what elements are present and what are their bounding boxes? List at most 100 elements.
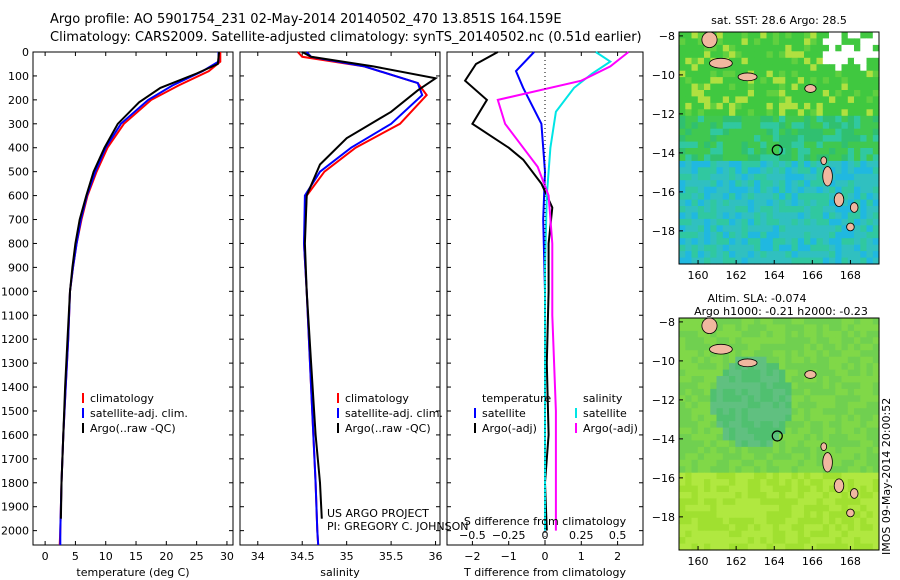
map-cell bbox=[872, 434, 880, 441]
map-cell bbox=[866, 453, 874, 461]
map-cell bbox=[679, 180, 686, 188]
map-cell bbox=[866, 414, 874, 422]
map-cell bbox=[779, 401, 786, 409]
map-cell bbox=[716, 135, 724, 143]
map-cell bbox=[704, 350, 711, 358]
map-cell bbox=[710, 251, 718, 259]
map-cell bbox=[754, 218, 761, 226]
map-cell bbox=[729, 472, 736, 480]
map-cell bbox=[691, 83, 699, 91]
map-cell bbox=[716, 154, 724, 162]
map-cell bbox=[697, 408, 705, 416]
series-line bbox=[301, 51, 439, 519]
credit-project: US ARGO PROJECT bbox=[327, 507, 429, 520]
map-cell bbox=[810, 135, 818, 143]
legend-item: satellite-adj. clim. bbox=[345, 407, 443, 420]
map-cell bbox=[797, 408, 805, 416]
map-cell bbox=[835, 44, 843, 52]
map-cell bbox=[860, 70, 868, 78]
map-cell bbox=[729, 167, 736, 175]
map-cell bbox=[841, 109, 849, 117]
map-cell bbox=[722, 257, 730, 265]
map-cell bbox=[797, 44, 805, 52]
x-tick-label: 2 bbox=[614, 550, 621, 563]
map-cell bbox=[710, 193, 718, 201]
map-cell bbox=[760, 167, 768, 175]
map-cell bbox=[847, 414, 855, 422]
map-cell bbox=[797, 128, 805, 136]
map-cell bbox=[729, 115, 736, 123]
map-cell bbox=[754, 173, 761, 181]
map-cell bbox=[691, 453, 699, 461]
map-cell bbox=[697, 77, 705, 85]
map-cell bbox=[704, 459, 711, 467]
map-cell bbox=[804, 440, 811, 448]
map-cell bbox=[766, 434, 774, 441]
map-cell bbox=[785, 466, 793, 474]
map-cell bbox=[866, 446, 874, 454]
map-cell bbox=[760, 543, 768, 551]
map-cell bbox=[841, 64, 849, 72]
map-cell bbox=[679, 148, 686, 155]
map-cell bbox=[791, 64, 799, 72]
map-cell bbox=[816, 225, 824, 233]
map-cell bbox=[722, 154, 730, 162]
map-cell bbox=[747, 173, 755, 181]
map-cell bbox=[847, 193, 855, 201]
map-cell bbox=[835, 395, 843, 403]
map-cell bbox=[785, 51, 793, 59]
map-cell bbox=[679, 511, 686, 519]
map-cell bbox=[785, 173, 793, 181]
map-cell bbox=[747, 388, 755, 396]
map-cell bbox=[766, 32, 774, 39]
map-cell bbox=[810, 414, 818, 422]
map-cell bbox=[835, 244, 843, 252]
map-cell bbox=[847, 421, 855, 429]
map-cell bbox=[691, 70, 699, 78]
map-cell bbox=[872, 83, 880, 91]
map-cell bbox=[691, 64, 699, 72]
map-cell bbox=[829, 90, 836, 97]
map-cell bbox=[741, 96, 749, 104]
map-cell bbox=[729, 408, 736, 416]
map-cell bbox=[841, 212, 849, 220]
map-cell bbox=[685, 251, 693, 259]
map-cell bbox=[854, 218, 861, 226]
map-cell bbox=[679, 459, 686, 467]
map-cell bbox=[704, 77, 711, 85]
map-cell bbox=[779, 388, 786, 396]
map-cell bbox=[766, 160, 774, 168]
map-cell bbox=[729, 414, 736, 422]
map-cell bbox=[754, 472, 761, 480]
map-cell bbox=[710, 376, 718, 383]
map-cell bbox=[704, 498, 711, 506]
map-cell bbox=[841, 498, 849, 506]
map-cell bbox=[822, 218, 830, 226]
map-cell bbox=[747, 109, 755, 117]
map-cell bbox=[760, 318, 768, 325]
y-tick-label: 100 bbox=[8, 70, 29, 83]
y-tick-label: 1700 bbox=[1, 453, 29, 466]
map-cell bbox=[785, 225, 793, 233]
map-cell bbox=[797, 180, 805, 188]
map-cell bbox=[854, 167, 861, 175]
map-cell bbox=[822, 395, 830, 403]
y-tick-label: 1900 bbox=[1, 501, 29, 514]
map-cell bbox=[854, 485, 861, 493]
map-cell bbox=[729, 421, 736, 429]
map-cell bbox=[779, 32, 786, 39]
map-cell bbox=[697, 472, 705, 480]
map-cell bbox=[679, 122, 686, 130]
map-cell bbox=[754, 135, 761, 143]
map-cell bbox=[754, 122, 761, 130]
map-cell bbox=[866, 231, 874, 239]
map-cell bbox=[797, 343, 805, 351]
map-cell bbox=[779, 90, 786, 97]
map-cell bbox=[747, 32, 755, 39]
map-cell bbox=[729, 388, 736, 396]
map-cell bbox=[816, 109, 824, 117]
map-cell bbox=[772, 257, 780, 265]
map-cell bbox=[785, 369, 793, 377]
map-cell bbox=[816, 102, 824, 110]
legend-item: Argo(-adj) bbox=[482, 422, 537, 435]
